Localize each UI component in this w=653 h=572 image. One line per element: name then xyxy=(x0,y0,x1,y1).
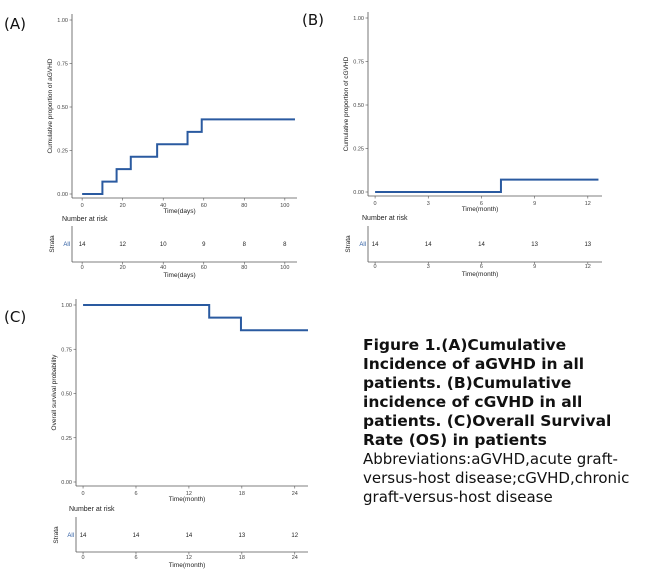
y-tick-label: 0.25 xyxy=(61,436,72,442)
risk-x-tick-label: 20 xyxy=(120,265,126,271)
risk-value: 13 xyxy=(238,533,245,539)
risk-strata-label: Strata xyxy=(53,526,60,544)
x-tick-label: 0 xyxy=(82,491,85,497)
x-axis-label: Time(month) xyxy=(462,206,499,213)
y-axis-label: Overall survival probability xyxy=(51,354,58,431)
y-tick-label: 1.00 xyxy=(57,18,68,24)
risk-table-title: Number at risk xyxy=(62,216,108,223)
risk-value: 8 xyxy=(283,242,287,248)
y-tick-label: 1.00 xyxy=(353,16,364,22)
risk-value: 13 xyxy=(531,242,538,248)
risk-stratum-all: All xyxy=(67,533,74,539)
x-tick-label: 12 xyxy=(585,201,591,207)
risk-x-tick-label: 0 xyxy=(374,264,377,270)
risk-table-title: Number at risk xyxy=(362,215,408,222)
y-tick-label: 0.75 xyxy=(353,60,364,66)
risk-x-tick-label: 24 xyxy=(292,555,298,561)
y-tick-label: 0.75 xyxy=(57,62,68,68)
risk-x-tick-label: 12 xyxy=(585,264,591,270)
x-tick-label: 24 xyxy=(292,491,298,497)
x-tick-label: 6 xyxy=(134,491,137,497)
survival-step-line xyxy=(82,118,295,195)
x-axis-label: Time(month) xyxy=(169,496,206,503)
risk-stratum-all: All xyxy=(63,242,70,248)
risk-x-tick-label: 0 xyxy=(82,555,85,561)
y-tick-label: 0.00 xyxy=(61,480,72,486)
y-tick-label: 1.00 xyxy=(61,303,72,309)
panel-a: (A)0.000.250.500.751.000 20 40 60 80 100Time(… xyxy=(4,14,297,279)
risk-value: 8 xyxy=(243,242,247,248)
risk-value: 14 xyxy=(425,242,432,248)
y-tick-label: 0.00 xyxy=(57,192,68,198)
risk-value: 13 xyxy=(584,242,591,248)
y-axis-label: Cumulative proportion of cGVHD xyxy=(343,56,350,151)
risk-x-tick-label: 80 xyxy=(241,265,247,271)
risk-table-title: Number at risk xyxy=(69,506,115,513)
panel-b: (B) 0.00 0.25 0.50 0.75 1.00 0 3 6 9 12 Time(month)… xyxy=(302,11,602,278)
risk-x-axis-label: Time(days) xyxy=(163,272,195,279)
risk-value: 14 xyxy=(79,242,86,248)
risk-value: 14 xyxy=(133,533,140,539)
risk-x-tick-label: 18 xyxy=(239,555,245,561)
y-tick-label: 0.00 xyxy=(353,190,364,196)
y-tick-label: 0.75 xyxy=(61,347,72,353)
x-tick-label: 12 xyxy=(186,491,192,497)
survival-step-line xyxy=(83,304,308,332)
y-tick-label: 0.25 xyxy=(353,147,364,153)
y-tick-label: 0.50 xyxy=(61,392,72,398)
x-tick-label: 20 xyxy=(120,203,126,209)
risk-x-tick-label: 40 xyxy=(160,265,166,271)
caption-title: Figure 1.(A)Cumulative Incidence of aGVH… xyxy=(363,336,612,449)
risk-x-tick-label: 9 xyxy=(533,264,536,270)
y-tick-label: 0.25 xyxy=(57,149,68,155)
x-tick-label: 9 xyxy=(533,201,536,207)
risk-x-tick-label: 60 xyxy=(201,265,207,271)
risk-value: 14 xyxy=(372,242,379,248)
x-tick-label: 6 xyxy=(480,201,483,207)
x-tick-label: 18 xyxy=(239,491,245,497)
x-tick-label: 0 xyxy=(374,201,377,207)
risk-x-tick-label: 100 xyxy=(280,265,289,271)
risk-strata-label: Strata xyxy=(49,235,56,253)
risk-value: 10 xyxy=(160,242,167,248)
risk-value: 12 xyxy=(119,242,126,248)
y-tick-label: 0.50 xyxy=(57,105,68,111)
risk-value: 12 xyxy=(291,533,298,539)
risk-stratum-all: All xyxy=(359,242,366,248)
risk-x-axis-label: Time(month) xyxy=(462,271,499,278)
y-axis-label: Cumulative proportion of aGVHD xyxy=(47,58,54,153)
figure-caption: Figure 1.(A)Cumulative Incidence of aGVH… xyxy=(363,336,648,507)
panel-letter: (A) xyxy=(4,15,26,33)
risk-x-axis-label: Time(month) xyxy=(169,562,206,569)
risk-value: 14 xyxy=(186,533,193,539)
caption-abbreviations: Abbreviations:aGVHD,acute graft-versus-h… xyxy=(363,450,630,506)
x-axis-label: Time(days) xyxy=(163,208,195,215)
risk-x-tick-label: 6 xyxy=(134,555,137,561)
x-tick-label: 100 xyxy=(280,203,289,209)
risk-x-tick-label: 12 xyxy=(186,555,192,561)
panel-c: (C) 0.00 0.25 0.50 0.75 1.00 0 6 12 18 24 Time(mont… xyxy=(4,299,308,569)
risk-value: 14 xyxy=(478,242,485,248)
risk-x-tick-label: 0 xyxy=(81,265,84,271)
survival-step-line xyxy=(375,178,599,193)
risk-x-tick-label: 6 xyxy=(480,264,483,270)
x-tick-label: 40 xyxy=(160,203,166,209)
x-tick-label: 0 xyxy=(81,203,84,209)
risk-value: 14 xyxy=(80,533,87,539)
x-tick-label: 80 xyxy=(241,203,247,209)
x-tick-label: 60 xyxy=(201,203,207,209)
panel-letter: (B) xyxy=(302,11,324,29)
panel-letter: (C) xyxy=(4,308,26,326)
y-tick-label: 0.50 xyxy=(353,103,364,109)
x-tick-label: 3 xyxy=(427,201,430,207)
risk-strata-label: Strata xyxy=(345,235,352,253)
risk-x-tick-label: 3 xyxy=(427,264,430,270)
risk-value: 9 xyxy=(202,242,206,248)
